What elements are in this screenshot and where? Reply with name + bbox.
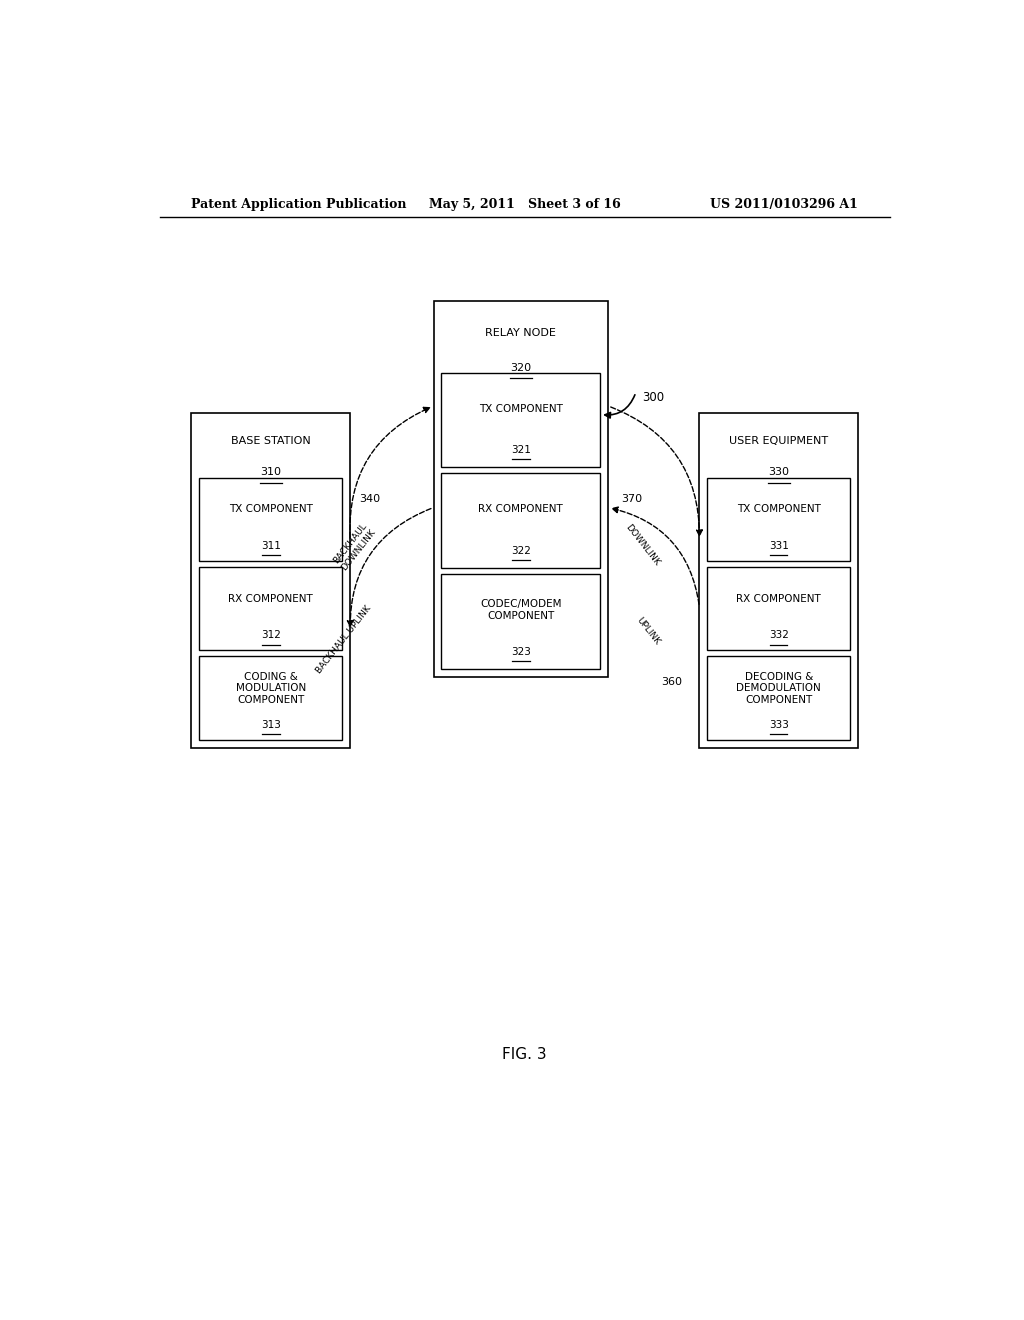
- Bar: [441, 474, 600, 568]
- Text: 312: 312: [261, 631, 281, 640]
- Text: 310: 310: [260, 467, 282, 478]
- Text: RX COMPONENT: RX COMPONENT: [478, 504, 563, 515]
- Bar: [441, 574, 600, 669]
- Text: 332: 332: [769, 631, 788, 640]
- Text: DECODING &
DEMODULATION
COMPONENT: DECODING & DEMODULATION COMPONENT: [736, 672, 821, 705]
- Bar: [708, 568, 850, 651]
- Text: 322: 322: [511, 546, 530, 556]
- Bar: [200, 656, 342, 739]
- Text: CODEC/MODEM
COMPONENT: CODEC/MODEM COMPONENT: [480, 599, 561, 620]
- Bar: [699, 412, 858, 748]
- Bar: [441, 372, 600, 467]
- Text: UPLINK: UPLINK: [635, 615, 662, 647]
- Text: 321: 321: [511, 445, 530, 455]
- Bar: [200, 478, 342, 561]
- Bar: [191, 412, 350, 748]
- Bar: [433, 301, 608, 677]
- Bar: [708, 478, 850, 561]
- Text: USER EQUIPMENT: USER EQUIPMENT: [729, 436, 828, 446]
- Text: TX COMPONENT: TX COMPONENT: [479, 404, 563, 413]
- Text: RELAY NODE: RELAY NODE: [485, 327, 556, 338]
- Text: RX COMPONENT: RX COMPONENT: [736, 594, 821, 603]
- Text: 313: 313: [261, 719, 281, 730]
- Text: FIG. 3: FIG. 3: [503, 1047, 547, 1063]
- Text: 330: 330: [768, 467, 790, 478]
- Text: 323: 323: [511, 647, 530, 656]
- Text: TX COMPONENT: TX COMPONENT: [229, 504, 312, 515]
- Text: 370: 370: [622, 494, 642, 504]
- Text: 333: 333: [769, 719, 788, 730]
- Text: BACKHAUL UPLINK: BACKHAUL UPLINK: [314, 603, 373, 675]
- Text: TX COMPONENT: TX COMPONENT: [737, 504, 820, 515]
- Text: US 2011/0103296 A1: US 2011/0103296 A1: [711, 198, 858, 211]
- Text: RX COMPONENT: RX COMPONENT: [228, 594, 313, 603]
- Text: BACKHAUL
DOWNLINK: BACKHAUL DOWNLINK: [331, 521, 377, 573]
- Text: Patent Application Publication: Patent Application Publication: [191, 198, 407, 211]
- Text: 331: 331: [769, 541, 788, 550]
- Text: 311: 311: [261, 541, 281, 550]
- Text: CODING &
MODULATION
COMPONENT: CODING & MODULATION COMPONENT: [236, 672, 306, 705]
- Text: DOWNLINK: DOWNLINK: [624, 523, 662, 568]
- Text: May 5, 2011   Sheet 3 of 16: May 5, 2011 Sheet 3 of 16: [429, 198, 621, 211]
- Text: BASE STATION: BASE STATION: [231, 436, 310, 446]
- Text: 350: 350: [312, 677, 333, 686]
- Bar: [200, 568, 342, 651]
- Text: 340: 340: [359, 494, 381, 504]
- Text: 360: 360: [662, 677, 682, 686]
- Text: 320: 320: [510, 363, 531, 372]
- Bar: [708, 656, 850, 739]
- Text: 300: 300: [642, 391, 665, 404]
